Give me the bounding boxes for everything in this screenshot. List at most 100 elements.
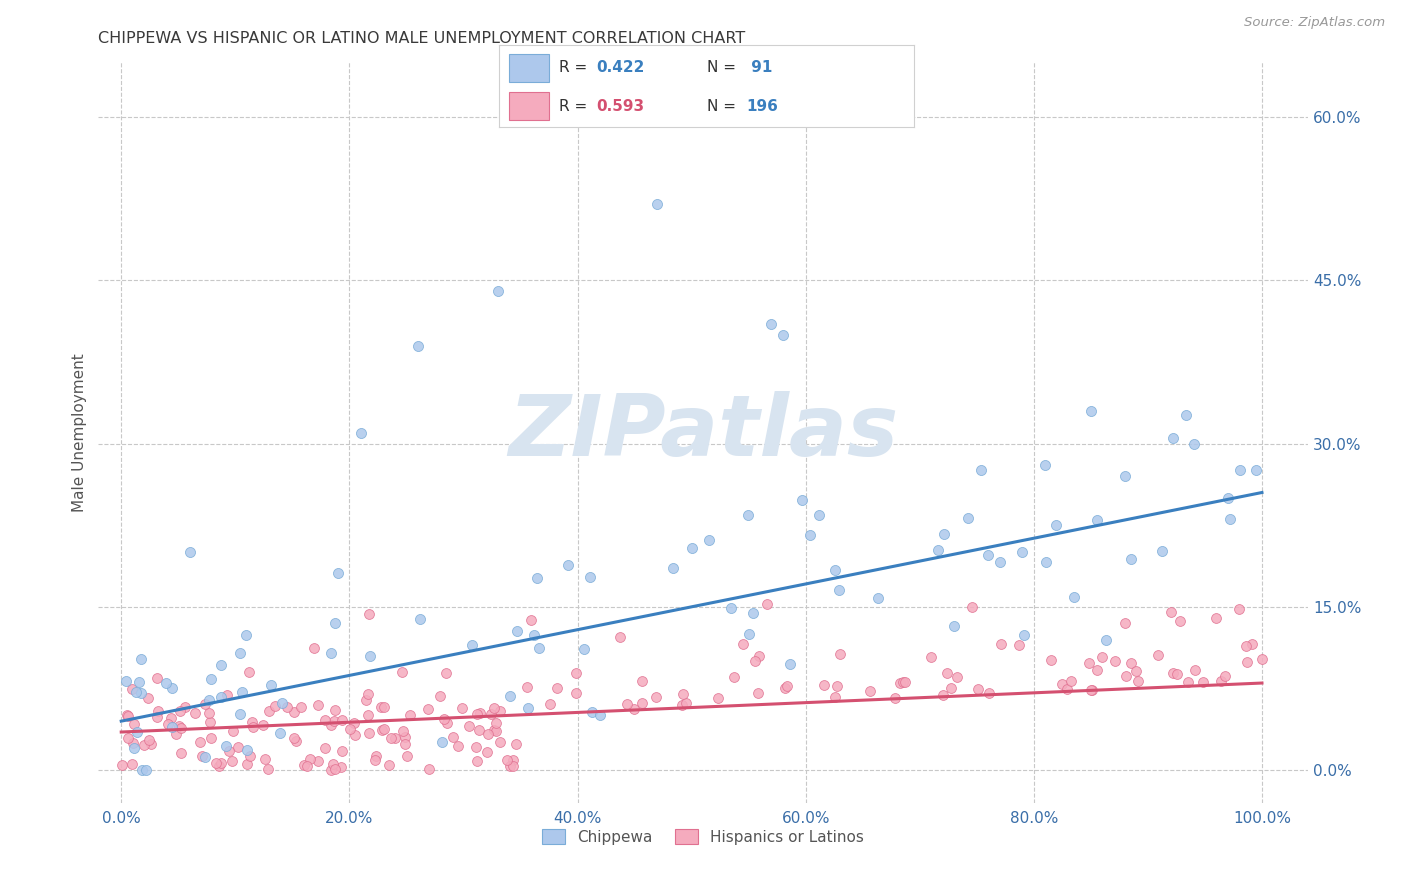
Point [671,698,693,712]
Point [264,698,287,713]
Point [883,690,905,705]
Point [307,698,329,713]
Text: N =: N = [706,61,741,75]
Point [697,533,720,547]
Point [271,696,294,710]
Point [131,686,153,700]
Point [380,731,402,746]
Point [830,647,852,661]
Point [506,624,529,639]
Point [482,723,505,737]
Point [488,704,510,718]
Point [441,730,464,744]
Point [222,723,245,738]
Point [242,720,264,734]
Point [866,591,889,605]
Point [458,718,481,732]
Point [523,628,546,642]
Point [447,739,470,753]
Point [1114,469,1136,483]
Point [572,641,595,656]
Point [226,739,249,754]
Point [1085,513,1108,527]
Point [1119,657,1142,671]
Point [432,735,454,749]
Point [1182,436,1205,450]
Point [807,508,830,522]
Point [391,665,413,679]
Point [467,706,489,721]
Point [209,756,232,770]
Point [1080,404,1102,418]
Bar [509,54,548,81]
Point [1114,616,1136,631]
Point [1091,650,1114,665]
Point [254,751,277,765]
Point [350,425,373,440]
Point [737,508,759,523]
Point [741,607,763,621]
Point [418,702,440,716]
Point [359,648,381,663]
Point [581,705,603,719]
Point [1219,512,1241,526]
Point [135,763,157,777]
Point [969,463,991,477]
Point [1115,669,1137,683]
Point [209,658,232,673]
Point [215,739,238,753]
Point [231,685,253,699]
Point [209,690,232,705]
Point [672,687,695,701]
Point [616,697,638,711]
Point [111,757,134,772]
Point [505,737,527,751]
Point [465,739,488,754]
Point [941,681,963,695]
Point [744,655,766,669]
Point [1160,605,1182,619]
Point [773,681,796,695]
Point [128,675,150,690]
Point [1168,614,1191,628]
Point [240,714,263,729]
Text: 91: 91 [747,61,772,75]
Point [499,759,522,773]
Point [323,615,346,630]
Point [370,700,392,714]
Point [294,758,316,772]
Point [1033,458,1056,473]
Point [824,690,846,705]
Point [394,731,416,745]
Point [475,745,498,759]
Point [122,741,145,756]
Point [485,715,508,730]
Point [934,527,956,541]
Point [538,697,561,711]
Point [960,600,983,615]
Point [194,749,217,764]
Point [259,704,281,718]
Point [477,727,499,741]
Point [1104,654,1126,668]
Point [236,757,259,772]
Point [1161,431,1184,445]
Point [1012,627,1035,641]
Point [720,600,742,615]
Point [434,665,457,680]
Point [115,673,138,688]
Point [371,723,394,737]
Point [565,665,588,680]
Text: R =: R = [560,61,592,75]
Point [756,597,779,611]
Point [1213,669,1236,683]
Point [1011,544,1033,558]
Point [344,728,367,742]
Point [239,749,262,764]
Point [468,723,491,737]
Point [631,674,654,689]
Point [373,699,395,714]
Point [1216,491,1239,505]
Point [675,696,697,710]
Point [1192,675,1215,690]
